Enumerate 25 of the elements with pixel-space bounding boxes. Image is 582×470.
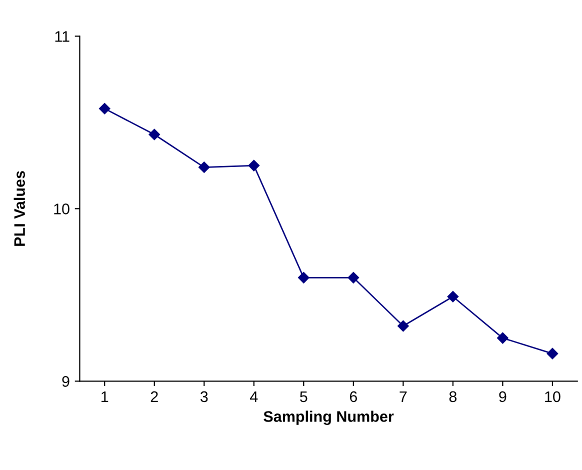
x-tick-label: 7 [400, 391, 407, 402]
y-axis-title: PLI Values [14, 171, 25, 246]
point [447, 291, 459, 302]
y-tick-label: 11 [55, 31, 70, 42]
y-tick-label: 9 [62, 376, 70, 387]
point [298, 272, 310, 284]
point [546, 348, 558, 360]
x-tick-label: 2 [150, 391, 158, 402]
x-tick-label: 10 [545, 391, 560, 402]
point [398, 320, 409, 332]
x-tick-label: 8 [449, 391, 457, 402]
point [198, 162, 210, 173]
x-tick-label: 5 [300, 391, 308, 402]
x-tick-label: 1 [102, 391, 108, 402]
x-axis-title: Sampling Number [264, 410, 394, 425]
x-tick-label: 9 [499, 391, 506, 402]
point [248, 160, 260, 172]
x-tick-label: 3 [200, 391, 208, 402]
point [348, 272, 360, 284]
point [148, 128, 160, 140]
point [497, 332, 508, 344]
x-tick-label: 6 [350, 391, 357, 402]
x-tick-label: 4 [250, 391, 258, 402]
point [99, 103, 110, 114]
y-tick-label: 10 [54, 204, 70, 214]
